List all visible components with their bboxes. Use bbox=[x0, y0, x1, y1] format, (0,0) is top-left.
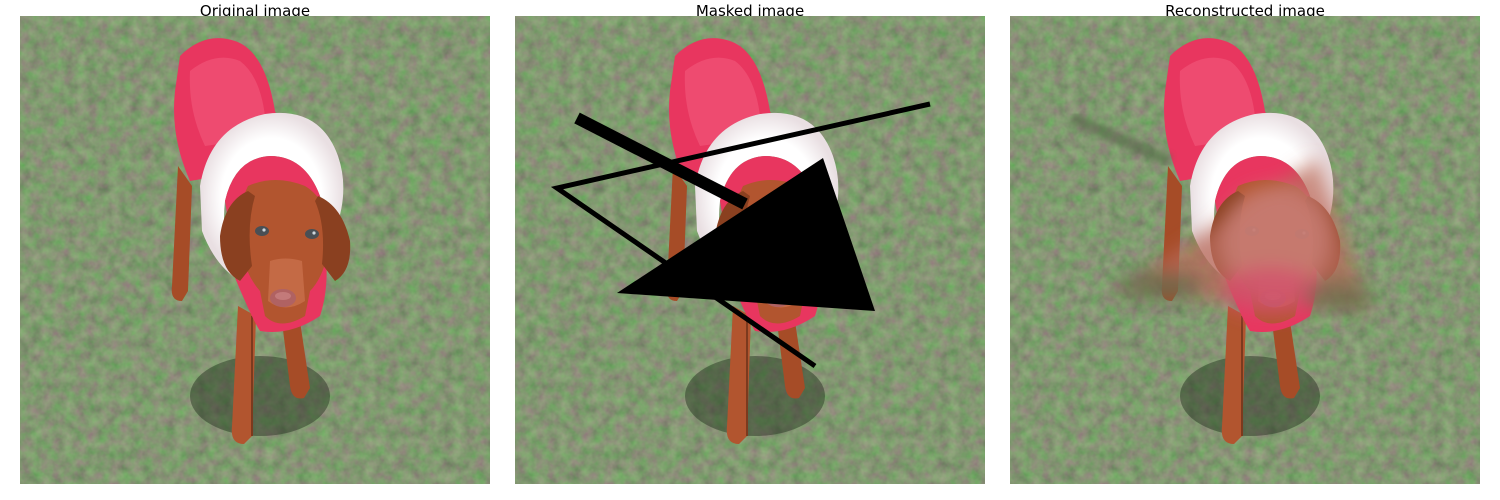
original-image bbox=[20, 16, 490, 484]
original-image-panel: Original image bbox=[20, 2, 490, 484]
mask-stroke-thick bbox=[574, 112, 748, 210]
masked-image bbox=[515, 16, 985, 484]
masked-image-title: Masked image bbox=[695, 2, 805, 20]
mask-stroke-zigzag bbox=[550, 101, 931, 369]
reconstructed-image-panel: Reconstructed image bbox=[1010, 2, 1480, 484]
masked-image-panel: Masked image bbox=[515, 2, 985, 484]
original-image-title: Original image bbox=[199, 2, 311, 20]
reconstructed-image bbox=[1010, 16, 1480, 484]
mask-triangle bbox=[617, 158, 875, 311]
inpainted-stroke bbox=[1069, 112, 1173, 167]
inpainted-region bbox=[1112, 158, 1375, 316]
reconstructed-image-title: Reconstructed image bbox=[1165, 2, 1325, 20]
